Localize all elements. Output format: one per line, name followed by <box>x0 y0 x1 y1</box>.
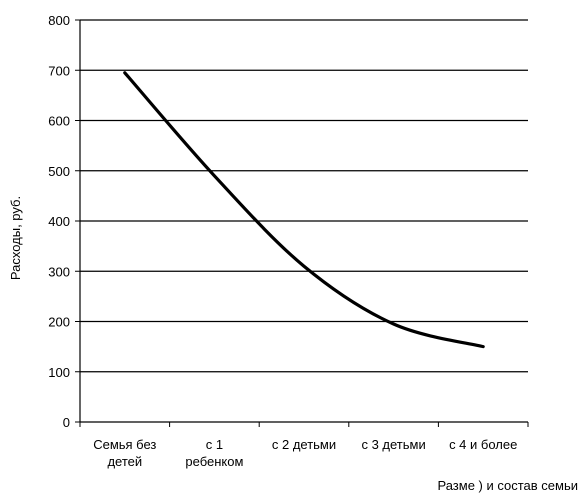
x-tick-label: с 3 детьми <box>361 437 425 452</box>
y-tick-label: 500 <box>48 164 70 179</box>
x-tick-label: с 4 и более <box>449 437 517 452</box>
y-tick-label: 300 <box>48 264 70 279</box>
axes <box>75 19 529 427</box>
data-series <box>123 71 485 349</box>
y-tick-label: 800 <box>48 13 70 28</box>
y-tick-label: 700 <box>48 63 70 78</box>
y-tick-labels: 0 100 200 300 400 500 600 700 800 <box>48 13 70 430</box>
x-axis-label: Разме ) и состав семьи <box>437 478 578 493</box>
gridlines <box>80 19 528 373</box>
y-tick-label: 200 <box>48 315 70 330</box>
series-line <box>123 71 485 349</box>
y-tick-label: 0 <box>63 415 70 430</box>
x-tick-label: с 2 детьми <box>272 437 336 452</box>
y-tick-label: 100 <box>48 365 70 380</box>
x-tick-labels: Семья без детей с 1 ребенком с 2 детьми с 3 д… <box>93 437 517 469</box>
y-axis-label: Расходы, руб. <box>8 196 23 280</box>
x-tick-label: с 1 ребенком <box>185 437 243 469</box>
y-tick-label: 600 <box>48 114 70 129</box>
y-tick-label: 400 <box>48 214 70 229</box>
x-tick-label: Семья без детей <box>93 437 156 469</box>
